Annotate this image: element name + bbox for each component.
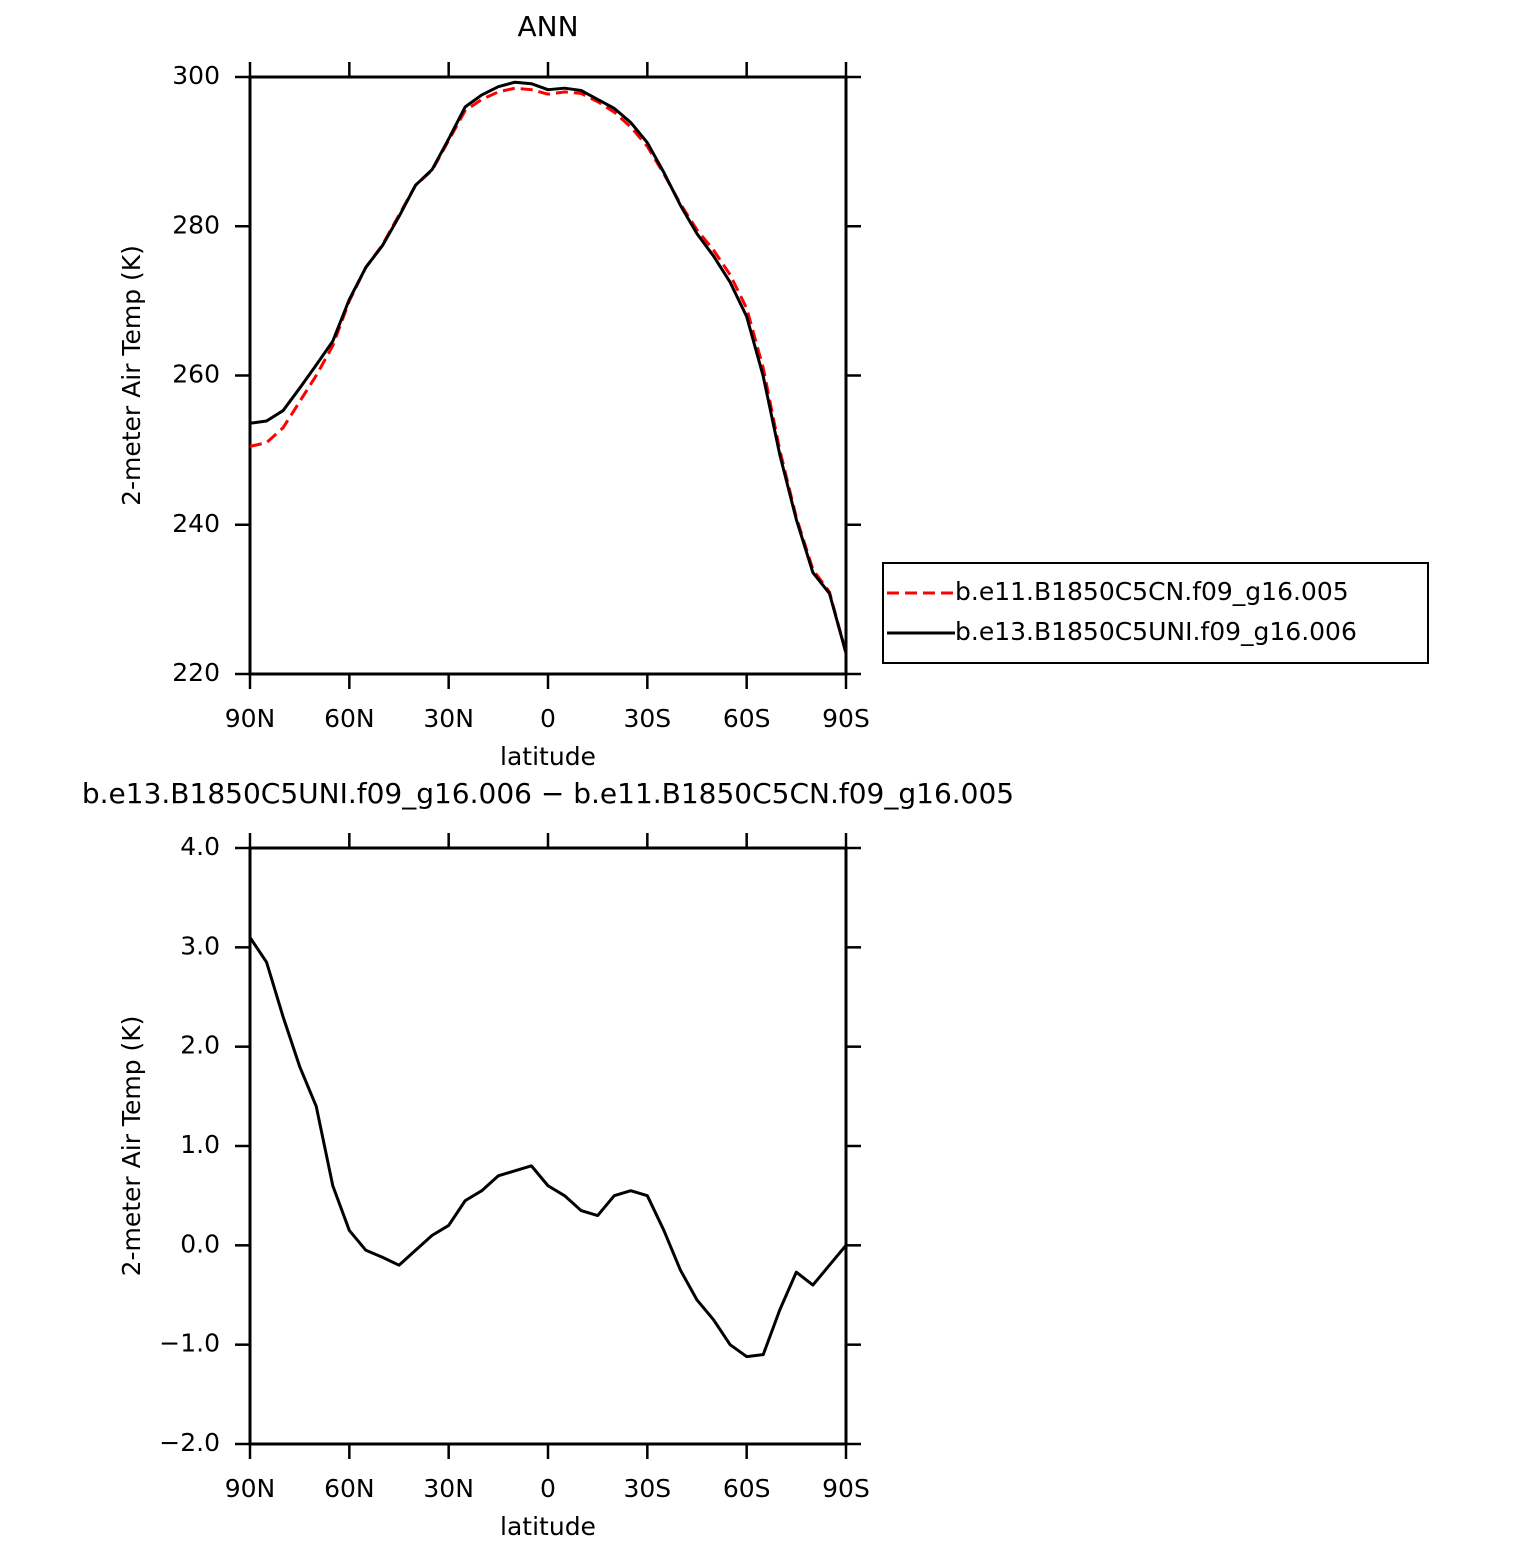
x-axis-label: latitude [500,1512,596,1541]
x-tick-label: 0 [540,704,556,733]
x-tick-label: 30N [423,1474,474,1503]
x-tick-label: 90N [225,704,276,733]
x-tick-label: 30N [423,704,474,733]
x-tick-label: 60N [324,704,375,733]
x-tick-label: 60S [723,1474,771,1503]
y-tick-label: 220 [172,658,220,687]
x-tick-label: 90S [822,704,870,733]
y-tick-label: 260 [172,360,220,389]
y-tick-label: 300 [172,61,220,90]
y-axis-label: 2-meter Air Temp (K) [117,245,146,506]
x-tick-label: 0 [540,1474,556,1503]
x-axis-label: latitude [500,742,596,771]
y-tick-label: 0.0 [180,1229,220,1258]
legend-label: b.e13.B1850C5UNI.f09_g16.006 [955,617,1357,646]
x-tick-label: 60N [324,1474,375,1503]
x-tick-label: 30S [623,704,671,733]
legend-box [882,562,1429,664]
y-tick-label: 3.0 [180,931,220,960]
data-line [249,80,848,654]
data-line [248,936,848,1359]
chart-title: ANN [517,10,578,43]
y-tick-label: 2.0 [180,1031,220,1060]
y-tick-label: 1.0 [180,1130,220,1159]
plot-frame [248,75,848,676]
x-tick-label: 30S [623,1474,671,1503]
y-axis-label: 2-meter Air Temp (K) [117,1016,146,1277]
chart-title: b.e13.B1850C5UNI.f09_g16.006 − b.e11.B18… [82,777,1014,810]
x-tick-label: 90N [225,1474,276,1503]
x-tick-label: 60S [723,704,771,733]
y-tick-label: 240 [172,509,220,538]
legend-label: b.e11.B1850C5CN.f09_g16.005 [955,577,1349,606]
y-tick-label: 280 [172,210,220,239]
y-tick-label: −2.0 [159,1428,220,1457]
data-line [249,86,848,654]
y-tick-label: 4.0 [180,832,220,861]
x-tick-label: 90S [822,1474,870,1503]
y-tick-label: −1.0 [159,1329,220,1358]
